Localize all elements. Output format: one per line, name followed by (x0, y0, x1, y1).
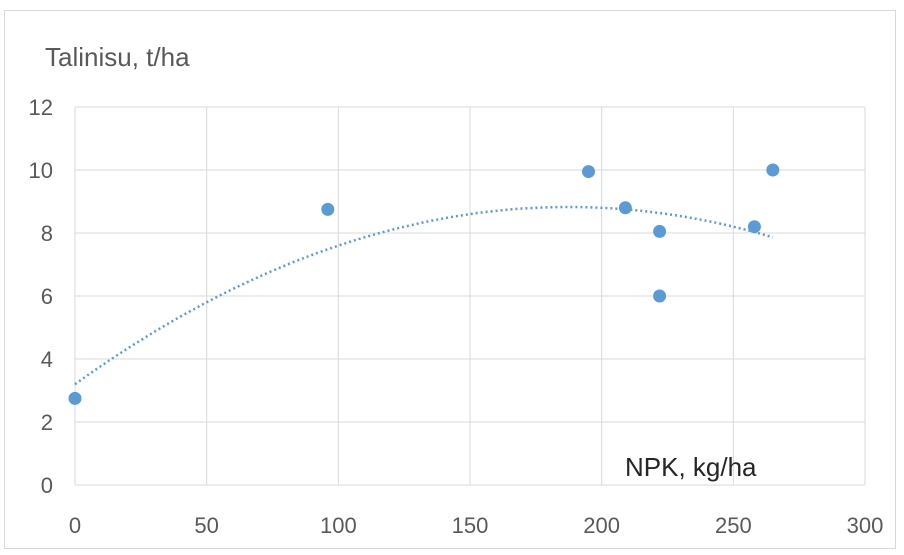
trendline-group (74, 205, 774, 386)
y-tick-label: 8 (41, 221, 53, 246)
chart-frame: 0 2 4 6 8 10 12 0 50 100 150 200 250 300 Talinisu, t… (4, 10, 896, 549)
data-point (68, 391, 82, 405)
x-axis-tick-labels: 0 50 100 150 200 250 300 (69, 513, 883, 538)
x-tick-label: 50 (194, 513, 218, 538)
x-tick-label: 0 (69, 513, 81, 538)
y-tick-label: 2 (41, 410, 53, 435)
grid-lines (74, 106, 866, 486)
x-tick-label: 150 (452, 513, 489, 538)
y-axis-tick-labels: 0 2 4 6 8 10 12 (29, 95, 53, 498)
x-tick-label: 300 (847, 513, 884, 538)
data-point (766, 163, 780, 177)
data-points (68, 163, 780, 405)
data-point (653, 224, 667, 238)
x-tick-label: 200 (583, 513, 620, 538)
y-tick-label: 4 (41, 347, 53, 372)
data-point (321, 202, 335, 216)
trendline (74, 205, 774, 386)
y-tick-label: 0 (41, 473, 53, 498)
y-tick-label: 6 (41, 284, 53, 309)
x-axis-label: NPK, kg/ha (625, 452, 757, 482)
y-tick-label: 10 (29, 158, 53, 183)
x-tick-label: 250 (715, 513, 752, 538)
y-tick-label: 12 (29, 95, 53, 120)
data-point (618, 201, 632, 215)
scatter-chart: 0 2 4 6 8 10 12 0 50 100 150 200 250 300 Talinisu, t… (29, 42, 884, 538)
data-point (653, 289, 667, 303)
y-axis-label: Talinisu, t/ha (45, 42, 190, 72)
data-point (747, 220, 761, 234)
data-point (582, 165, 595, 179)
x-tick-label: 100 (320, 513, 357, 538)
